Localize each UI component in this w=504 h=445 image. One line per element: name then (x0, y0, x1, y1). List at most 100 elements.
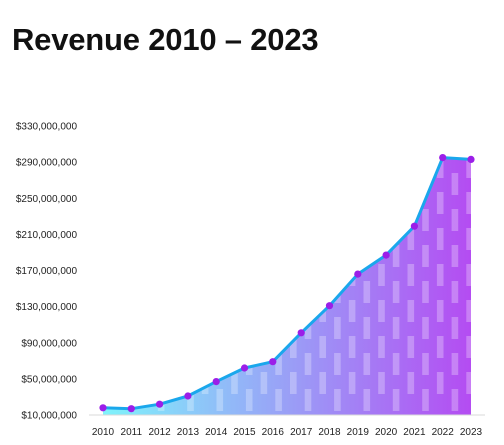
area-stripe (216, 157, 224, 159)
area-stripe (99, 65, 106, 87)
area-stripe (363, 245, 371, 267)
area-stripe (422, 101, 429, 123)
area-stripe (216, 173, 224, 195)
area-stripe (231, 228, 238, 250)
area-stripe (407, 372, 415, 394)
area-stripe (201, 192, 209, 214)
area-stripe (187, 101, 194, 123)
area-stripe (407, 336, 415, 358)
area-stripe (436, 264, 444, 286)
area-stripe (157, 209, 165, 231)
area-stripe (422, 389, 429, 411)
area-stripe (466, 372, 471, 394)
area-stripe (114, 84, 121, 106)
area-stripe (290, 300, 297, 322)
area-stripe (319, 372, 326, 394)
area-stripe (305, 101, 312, 123)
data-point[interactable] (212, 378, 220, 386)
area-stripe (452, 65, 459, 87)
area-stripe (334, 245, 341, 267)
area-stripe (143, 120, 150, 142)
area-stripe (348, 300, 356, 322)
data-point[interactable] (269, 358, 277, 366)
area-stripe (187, 389, 194, 411)
area-stripe (187, 353, 194, 375)
area-stripe (290, 192, 297, 214)
area-stripe (260, 192, 268, 214)
area-stripe (348, 192, 356, 214)
area-stripe (143, 300, 150, 322)
axes: $10,000,000 $50,000,000 $90,000,000 $130,00… (16, 122, 485, 438)
area-stripe (113, 336, 121, 358)
x-tick-label: 2018 (318, 427, 341, 438)
area-stripe (466, 264, 471, 286)
area-stripe (348, 372, 356, 394)
area-stripe (290, 372, 297, 394)
area-stripe (157, 157, 165, 159)
area-stripe (103, 317, 106, 339)
area-stripe (128, 157, 135, 159)
area-stripe (436, 157, 444, 178)
data-point[interactable] (99, 404, 107, 412)
data-point[interactable] (297, 329, 305, 337)
area-stripe (260, 372, 268, 394)
area-stripe (246, 65, 253, 87)
area-stripe (363, 173, 371, 195)
area-stripe (378, 300, 385, 322)
y-tick-label: $90,000,000 (21, 338, 77, 349)
area-stripe (157, 245, 165, 267)
area-stripe (157, 281, 165, 303)
area-stripe (128, 245, 135, 267)
data-point[interactable] (354, 270, 362, 278)
area-stripe (201, 157, 209, 178)
area-stripe (143, 157, 150, 178)
area-stripe (334, 157, 341, 159)
data-point[interactable] (467, 155, 475, 163)
area-stripe (349, 84, 356, 106)
area-stripe (466, 228, 471, 250)
area-stripe (187, 245, 194, 267)
area-stripe (392, 353, 400, 375)
area-stripe (363, 317, 371, 339)
data-point[interactable] (127, 405, 135, 413)
data-point[interactable] (156, 400, 164, 408)
area-stripe (245, 317, 253, 339)
area-stripe (451, 281, 459, 303)
area-stripe (304, 245, 312, 267)
area-stripe (245, 173, 253, 195)
area-stripe (290, 120, 297, 142)
data-point[interactable] (184, 392, 192, 400)
area-stripe (304, 173, 312, 195)
area-stripe (143, 228, 150, 250)
area-stripe (245, 353, 253, 375)
area-stripe (348, 336, 356, 358)
area-stripe (113, 300, 121, 322)
area-stripe (436, 300, 444, 322)
area-stripe (113, 192, 121, 214)
area-stripe (378, 157, 385, 178)
area-stripe (245, 157, 253, 159)
area-stripe (451, 317, 459, 339)
chart-title: Revenue 2010 – 2023 (12, 22, 319, 57)
area-stripe (261, 120, 268, 142)
x-tick-label: 2015 (233, 427, 256, 438)
area-stripe (422, 281, 429, 303)
area-stripe (407, 192, 415, 214)
data-point[interactable] (240, 364, 249, 372)
y-tick-label: $170,000,000 (16, 266, 78, 277)
data-point[interactable] (382, 251, 390, 259)
area-stripe (466, 192, 471, 214)
area-stripe (216, 281, 224, 303)
data-point[interactable] (410, 222, 418, 230)
y-tick-label: $50,000,000 (21, 374, 77, 385)
area-stripe (319, 157, 326, 178)
area-stripe (143, 84, 150, 106)
data-point[interactable] (439, 154, 447, 162)
x-tick-label: 2010 (92, 427, 115, 438)
area-stripe (260, 228, 268, 250)
data-point[interactable] (325, 302, 334, 310)
area-stripe (363, 157, 371, 159)
area-stripe (304, 281, 312, 303)
area-stripe (128, 101, 135, 123)
